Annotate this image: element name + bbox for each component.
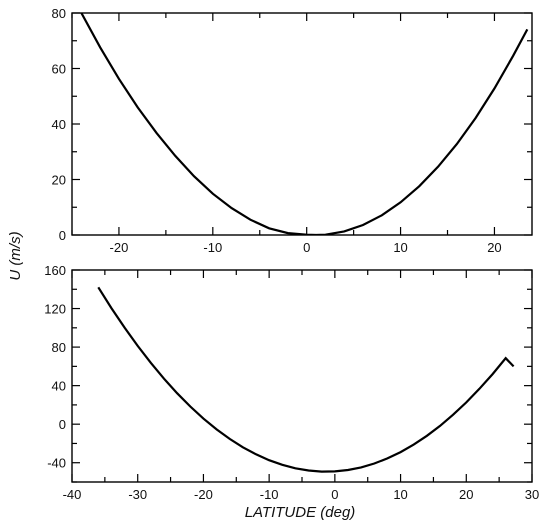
bottom-y-tick-label: -40 bbox=[47, 456, 66, 471]
top-y-tick-label: 0 bbox=[59, 228, 66, 243]
top-x-tick-label: -20 bbox=[110, 240, 129, 255]
bottom-panel: -40 -30 -20 -10 0 10 20 30 -40 0 40 80 120 160 bbox=[44, 263, 539, 502]
bottom-x-tick-label: -30 bbox=[128, 487, 147, 502]
bottom-y-tick-label: 80 bbox=[52, 340, 66, 355]
bottom-y-tick-label: 120 bbox=[44, 302, 66, 317]
top-series-line bbox=[80, 13, 529, 235]
bottom-x-tick-label: 20 bbox=[459, 487, 473, 502]
bottom-y-tick-label: 40 bbox=[52, 379, 66, 394]
y-axis-label: U (m/s) bbox=[7, 231, 24, 280]
bottom-x-tick-label: 30 bbox=[525, 487, 539, 502]
top-y-tick-label: 20 bbox=[52, 173, 66, 188]
x-axis-label: LATITUDE (deg) bbox=[245, 504, 356, 521]
bottom-x-tick-label: -40 bbox=[63, 487, 82, 502]
bottom-y-tick-label: 160 bbox=[44, 263, 66, 278]
top-y-tick-label: 60 bbox=[52, 62, 66, 77]
bottom-x-tick-label: 0 bbox=[331, 487, 338, 502]
bottom-y-tick-label: 0 bbox=[59, 417, 66, 432]
top-panel: -20 -10 0 10 20 0 20 40 60 80 bbox=[52, 6, 533, 255]
bottom-x-tick-label: -10 bbox=[260, 487, 279, 502]
top-x-tick-label: -10 bbox=[203, 240, 222, 255]
top-x-tick-label: 0 bbox=[303, 240, 310, 255]
top-y-tick-label: 80 bbox=[52, 6, 66, 21]
bottom-x-tick-label: -20 bbox=[194, 487, 213, 502]
bottom-x-tick-label: 10 bbox=[393, 487, 407, 502]
top-x-tick-label: 10 bbox=[393, 240, 407, 255]
top-y-tick-label: 40 bbox=[52, 117, 66, 132]
top-x-tick-label: 20 bbox=[487, 240, 501, 255]
bottom-plot-frame bbox=[71, 269, 533, 483]
bottom-series-line bbox=[97, 286, 515, 473]
top-plot-frame bbox=[71, 12, 533, 236]
